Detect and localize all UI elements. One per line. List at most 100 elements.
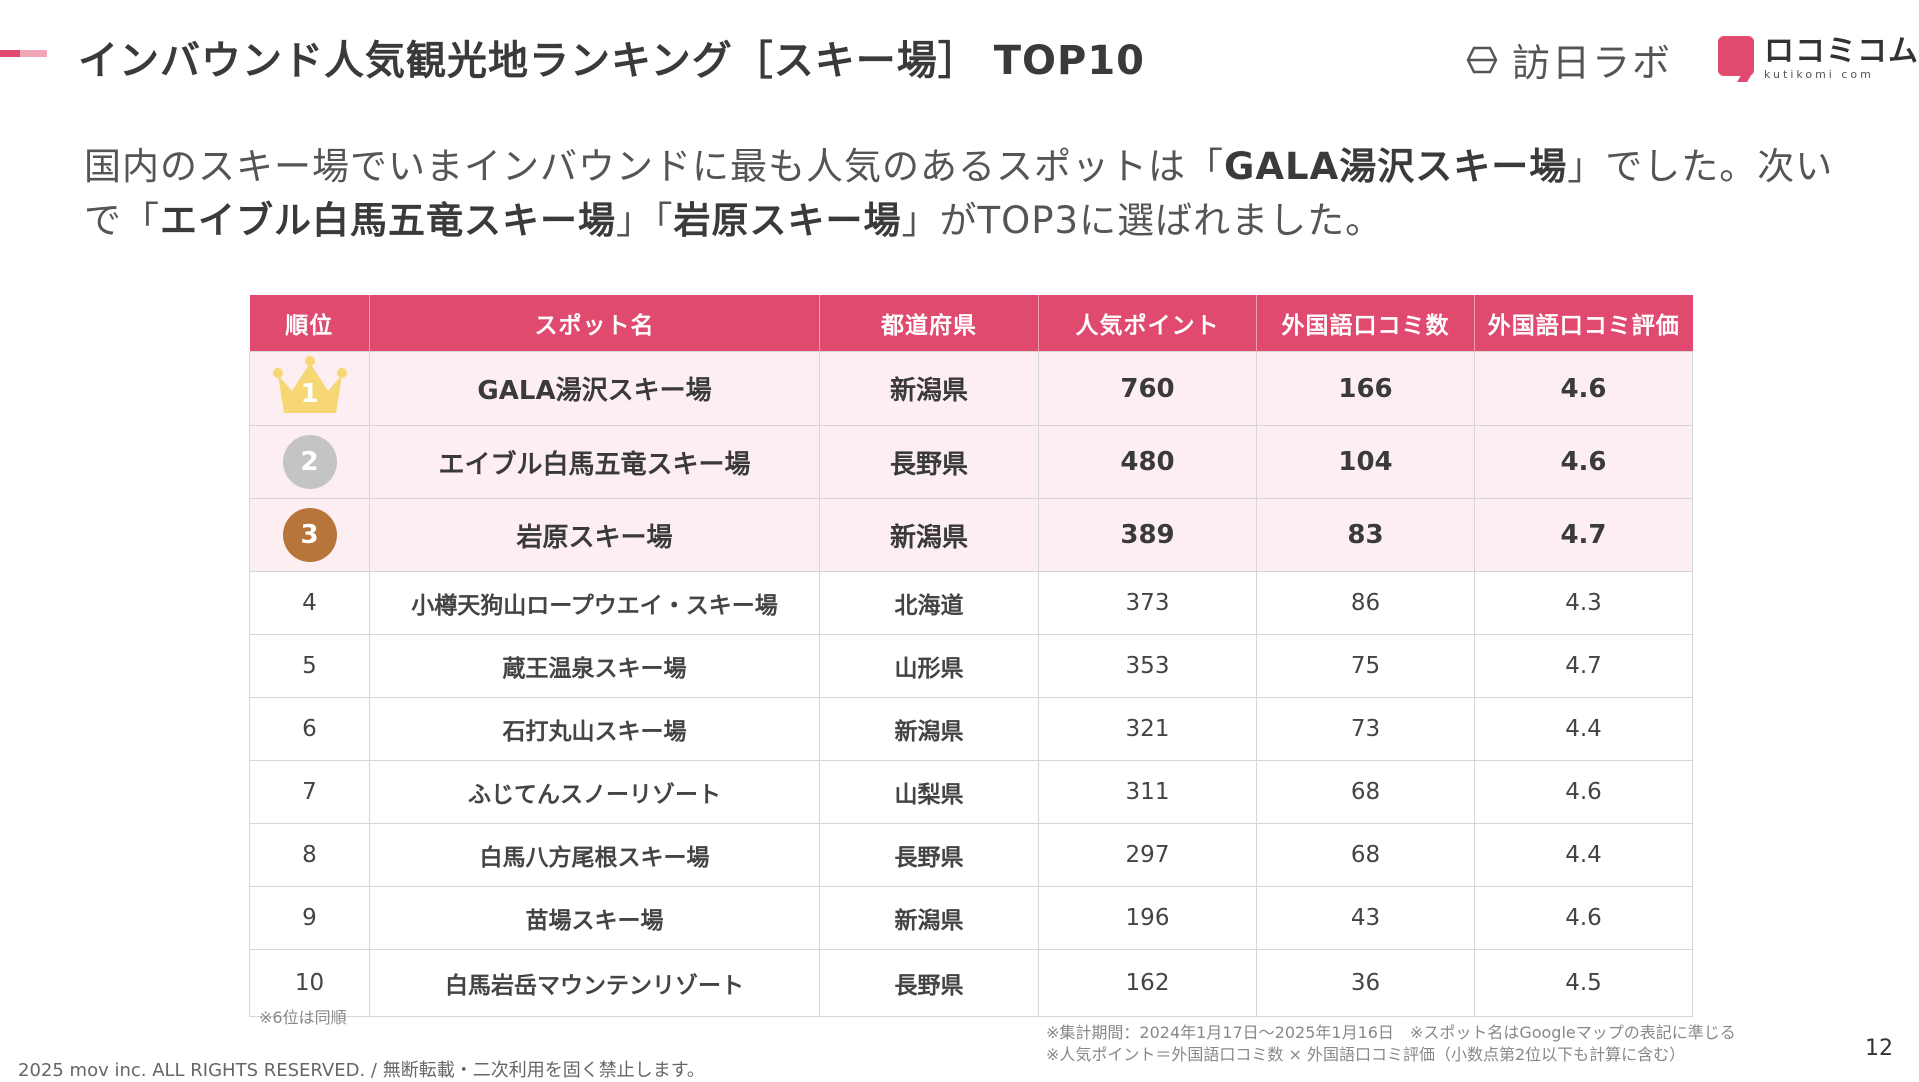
table-row: 8 白馬八方尾根スキー場 長野県 297 68 4.4 xyxy=(249,823,1693,887)
prefecture: 北海道 xyxy=(819,571,1039,635)
table-header-row: 順位 スポット名 都道府県 人気ポイント 外国語口コミ数 外国語口コミ評価 xyxy=(249,295,1693,352)
table-row: 7 ふじてんスノーリゾート 山梨県 311 68 4.6 xyxy=(249,760,1693,824)
lead-part: 国内のスキー場でいまインバウンドに最も人気のあるスポットは「 xyxy=(84,145,1224,188)
ranking-table: 順位 スポット名 都道府県 人気ポイント 外国語口コミ数 外国語口コミ評価 1 … xyxy=(249,295,1693,1017)
review-rating: 4.4 xyxy=(1474,823,1693,887)
table-row: 2 エイブル白馬五竜スキー場 長野県 480 104 4.6 xyxy=(249,425,1693,499)
lead-text: 国内のスキー場でいまインバウンドに最も人気のあるスポットは「GALA湯沢スキー場… xyxy=(84,140,1864,248)
lead-highlight: エイブル白馬五竜スキー場 xyxy=(160,199,616,242)
review-count: 86 xyxy=(1256,571,1475,635)
spot-name: 白馬岩岳マウンテンリゾート xyxy=(369,949,820,1017)
page-title: インバウンド人気観光地ランキング［スキー場］ TOP10 xyxy=(78,38,1145,84)
spot-name: 石打丸山スキー場 xyxy=(369,697,820,761)
review-rating: 4.3 xyxy=(1474,571,1693,635)
review-count: 68 xyxy=(1256,760,1475,824)
spot-name: 小樽天狗山ロープウエイ・スキー場 xyxy=(369,571,820,635)
table-row: 1 GALA湯沢スキー場 新潟県 760 166 4.6 xyxy=(249,351,1693,426)
rank-cell: 3 xyxy=(249,498,370,572)
review-count: 73 xyxy=(1256,697,1475,761)
review-rating: 4.7 xyxy=(1474,634,1693,698)
spot-name: 苗場スキー場 xyxy=(369,886,820,950)
review-rating: 4.6 xyxy=(1474,425,1693,499)
copyright: 2025 mov inc. ALL RIGHTS RESERVED. / 無断転… xyxy=(18,1060,705,1081)
prefecture: 新潟県 xyxy=(819,886,1039,950)
houjin-lab-logo-icon xyxy=(1466,46,1498,73)
bronze-medal-icon: 3 xyxy=(282,508,337,562)
header-prefecture: 都道府県 xyxy=(819,295,1039,352)
spot-name: 蔵王温泉スキー場 xyxy=(369,634,820,698)
review-rating: 4.6 xyxy=(1474,351,1693,426)
prefecture: 長野県 xyxy=(819,949,1039,1017)
prefecture: 長野県 xyxy=(819,425,1039,499)
prefecture: 山梨県 xyxy=(819,760,1039,824)
review-count: 36 xyxy=(1256,949,1475,1017)
prefecture: 山形県 xyxy=(819,634,1039,698)
header-points: 人気ポイント xyxy=(1038,295,1257,352)
review-count: 83 xyxy=(1256,498,1475,572)
rank-cell: 7 xyxy=(249,760,370,824)
lead-part: 」「 xyxy=(616,199,674,242)
footnotes: ※集計期間：2024年1月17日〜2025年1月16日 ※スポット名はGoogl… xyxy=(1046,1022,1736,1066)
kuchikomi-logo: ロコミコム kutikomi com xyxy=(1718,36,1919,82)
table-row: 3 岩原スキー場 新潟県 389 83 4.7 xyxy=(249,498,1693,572)
review-count: 68 xyxy=(1256,823,1475,887)
houjin-lab-logo-text: 訪日ラボ xyxy=(1512,41,1673,85)
review-rating: 4.6 xyxy=(1474,760,1693,824)
review-rating: 4.4 xyxy=(1474,697,1693,761)
lead-highlight: GALA湯沢スキー場 xyxy=(1224,145,1568,188)
review-count: 75 xyxy=(1256,634,1475,698)
points: 297 xyxy=(1038,823,1257,887)
points: 389 xyxy=(1038,498,1257,572)
spot-name: ふじてんスノーリゾート xyxy=(369,760,820,824)
points: 480 xyxy=(1038,425,1257,499)
rank-cell: 1 xyxy=(249,351,370,426)
table-row: 9 苗場スキー場 新潟県 196 43 4.6 xyxy=(249,886,1693,950)
review-count: 166 xyxy=(1256,351,1475,426)
header-rank: 順位 xyxy=(249,295,370,352)
table-row: 6 石打丸山スキー場 新潟県 321 73 4.4 xyxy=(249,697,1693,761)
title-accent-bar xyxy=(0,50,47,57)
points: 162 xyxy=(1038,949,1257,1017)
houjin-lab-logo: 訪日ラボ xyxy=(1462,32,1672,87)
rank-cell: 10 xyxy=(249,949,370,1017)
lead-highlight: 岩原スキー場 xyxy=(673,199,902,242)
rank-cell: 4 xyxy=(249,571,370,635)
points: 311 xyxy=(1038,760,1257,824)
rank-cell: 9 xyxy=(249,886,370,950)
points: 321 xyxy=(1038,697,1257,761)
points: 353 xyxy=(1038,634,1257,698)
footnote-points: ※人気ポイント＝外国語口コミ数 × 外国語口コミ評価（小数点第2位以下も計算に含… xyxy=(1046,1045,1686,1064)
review-rating: 4.6 xyxy=(1474,886,1693,950)
rank-cell: 8 xyxy=(249,823,370,887)
table-row: 10 白馬岩岳マウンテンリゾート 長野県 162 36 4.5 xyxy=(249,949,1693,1017)
footnote-period: ※集計期間：2024年1月17日〜2025年1月16日 ※スポット名はGoogl… xyxy=(1046,1023,1736,1042)
header-review-count: 外国語口コミ数 xyxy=(1256,295,1475,352)
spot-name: 岩原スキー場 xyxy=(369,498,820,572)
review-rating: 4.5 xyxy=(1474,949,1693,1017)
kuchikomi-logo-jp: ロコミコム xyxy=(1764,34,1919,69)
crown-icon: 1 xyxy=(270,353,350,417)
header-review-rating: 外国語口コミ評価 xyxy=(1474,295,1693,352)
spot-name: エイブル白馬五竜スキー場 xyxy=(369,425,820,499)
rank-number: 1 xyxy=(300,379,319,409)
prefecture: 新潟県 xyxy=(819,351,1039,426)
spot-name: 白馬八方尾根スキー場 xyxy=(369,823,820,887)
rank-cell: 5 xyxy=(249,634,370,698)
silver-medal-icon: 2 xyxy=(282,435,337,489)
lead-part: 」がTOP3に選ばれました。 xyxy=(901,199,1384,242)
kuchikomi-logo-en: kutikomi com xyxy=(1764,68,1874,81)
tie-note: ※6位は同順 xyxy=(259,1008,347,1027)
prefecture: 新潟県 xyxy=(819,498,1039,572)
rank-cell: 2 xyxy=(249,425,370,499)
points: 196 xyxy=(1038,886,1257,950)
review-count: 43 xyxy=(1256,886,1475,950)
table-row: 5 蔵王温泉スキー場 山形県 353 75 4.7 xyxy=(249,634,1693,698)
page-number: 12 xyxy=(1865,1036,1893,1061)
spot-name: GALA湯沢スキー場 xyxy=(369,351,820,426)
review-rating: 4.7 xyxy=(1474,498,1693,572)
points: 373 xyxy=(1038,571,1257,635)
prefecture: 新潟県 xyxy=(819,697,1039,761)
points: 760 xyxy=(1038,351,1257,426)
prefecture: 長野県 xyxy=(819,823,1039,887)
lead-part: 」でした。次いで「 xyxy=(84,145,1834,242)
